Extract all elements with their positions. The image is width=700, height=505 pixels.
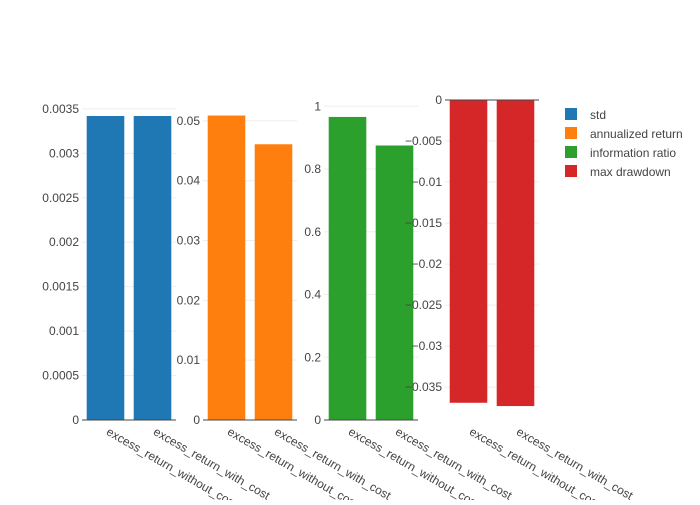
y-tick-label-max-drawdown-5: −0.025 bbox=[405, 298, 442, 312]
legend-label-annualized-return: annualized return bbox=[590, 127, 683, 141]
y-tick-label-annualized-return-0: 0 bbox=[193, 413, 200, 427]
legend-item-information-ratio[interactable]: information ratio bbox=[565, 146, 676, 160]
legend-swatch-information-ratio bbox=[565, 146, 577, 158]
y-tick-label-max-drawdown-3: −0.015 bbox=[405, 216, 442, 230]
y-tick-label-std-4: 0.002 bbox=[49, 235, 79, 249]
y-tick-label-std-3: 0.0015 bbox=[42, 280, 79, 294]
y-tick-label-max-drawdown-7: −0.035 bbox=[405, 380, 442, 394]
y-tick-label-information-ratio-1: 0.2 bbox=[304, 350, 321, 364]
legend-item-std[interactable]: std bbox=[565, 108, 606, 122]
y-tick-label-annualized-return-5: 0.05 bbox=[177, 114, 201, 128]
y-tick-label-max-drawdown-0: 0 bbox=[435, 93, 442, 107]
y-tick-label-std-6: 0.003 bbox=[49, 146, 79, 160]
y-tick-label-annualized-return-3: 0.03 bbox=[177, 234, 201, 248]
y-tick-label-information-ratio-5: 1 bbox=[314, 99, 321, 113]
bar-max-drawdown-0 bbox=[449, 100, 488, 403]
y-tick-label-std-1: 0.0005 bbox=[42, 369, 79, 383]
y-tick-label-information-ratio-0: 0 bbox=[314, 413, 321, 427]
y-tick-label-annualized-return-1: 0.01 bbox=[177, 353, 201, 367]
y-tick-label-max-drawdown-4: −0.02 bbox=[412, 257, 443, 271]
y-tick-label-information-ratio-3: 0.6 bbox=[304, 225, 321, 239]
legend-item-annualized-return[interactable]: annualized return bbox=[565, 127, 683, 141]
y-tick-label-std-2: 0.001 bbox=[49, 324, 79, 338]
bar-std-1 bbox=[133, 116, 172, 420]
y-tick-label-information-ratio-2: 0.4 bbox=[304, 288, 321, 302]
y-tick-label-max-drawdown-2: −0.01 bbox=[412, 175, 443, 189]
bar-annualized-return-1 bbox=[254, 144, 293, 420]
legend-label-max-drawdown: max drawdown bbox=[590, 165, 671, 179]
legend-swatch-max-drawdown bbox=[565, 165, 577, 177]
y-tick-label-std-0: 0 bbox=[72, 413, 79, 427]
y-tick-label-std-5: 0.0025 bbox=[42, 191, 79, 205]
bar-max-drawdown-1 bbox=[496, 100, 535, 407]
y-tick-label-max-drawdown-6: −0.03 bbox=[412, 339, 443, 353]
y-tick-label-std-7: 0.0035 bbox=[42, 102, 79, 116]
legend-label-std: std bbox=[590, 108, 606, 122]
legend-label-information-ratio: information ratio bbox=[590, 146, 676, 160]
bar-std-0 bbox=[86, 116, 125, 420]
y-tick-label-annualized-return-4: 0.04 bbox=[177, 174, 201, 188]
y-tick-label-annualized-return-2: 0.02 bbox=[177, 293, 201, 307]
y-tick-label-information-ratio-4: 0.8 bbox=[304, 162, 321, 176]
bar-information-ratio-1 bbox=[375, 145, 414, 421]
bar-annualized-return-0 bbox=[207, 115, 246, 421]
legend-swatch-annualized-return bbox=[565, 127, 577, 139]
y-tick-label-max-drawdown-1: −0.005 bbox=[405, 134, 442, 148]
legend-item-max-drawdown[interactable]: max drawdown bbox=[565, 165, 671, 179]
bar-information-ratio-0 bbox=[328, 116, 367, 421]
legend-swatch-std bbox=[565, 108, 577, 120]
legend: std annualized return information ratio … bbox=[565, 108, 683, 179]
